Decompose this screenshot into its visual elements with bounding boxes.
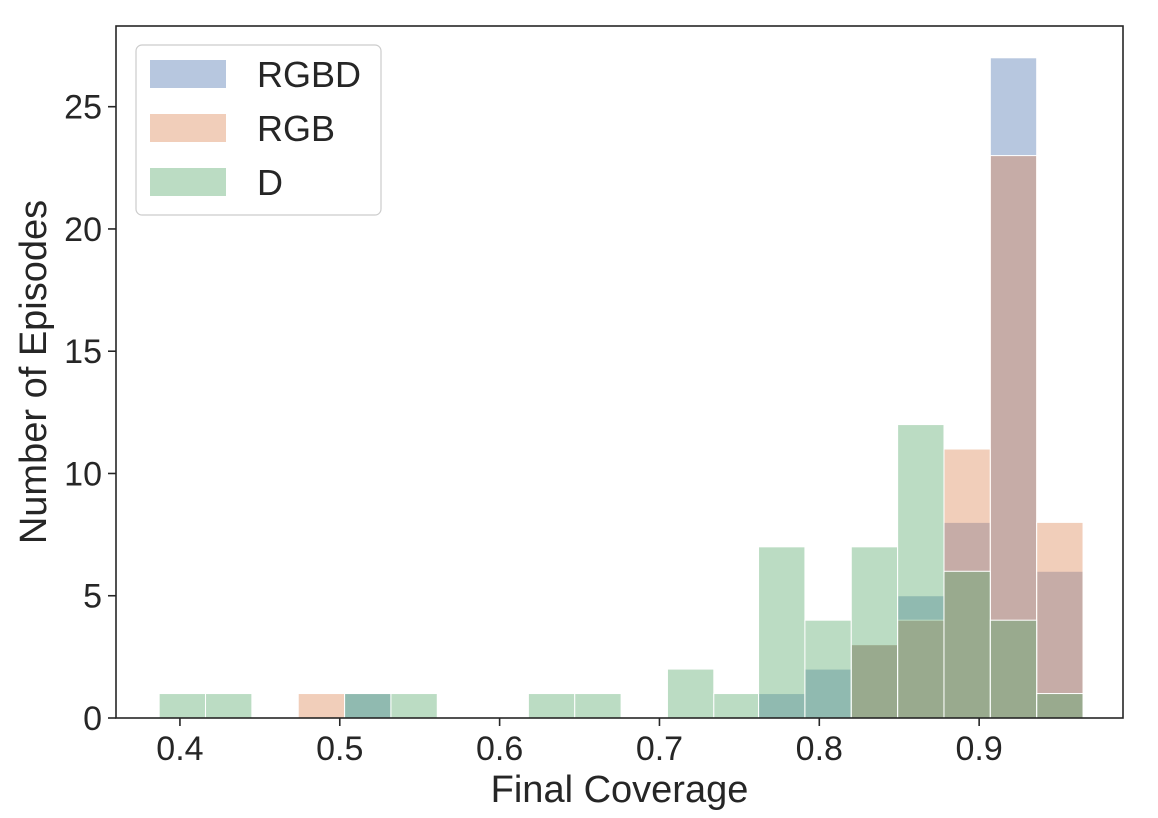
bars-layer [158, 57, 1084, 719]
legend-swatch-rgbd [150, 60, 226, 88]
x-tick-label: 0.8 [796, 730, 843, 768]
bar-rgb-1 [850, 644, 899, 719]
bar-d-5 [574, 693, 622, 719]
x-tick-label: 0.4 [156, 730, 203, 768]
legend-swatch-rgb [150, 114, 226, 142]
legend-box [135, 44, 382, 216]
bar-d-12 [943, 570, 991, 719]
bar-d-3 [390, 693, 438, 719]
bar-rgbd-1 [758, 693, 806, 719]
plot-frame [115, 25, 1124, 719]
legend-label-rgbd: RGBD [257, 54, 361, 95]
bar-d-1 [205, 693, 253, 719]
x-tick-label: 0.6 [476, 730, 523, 768]
x-axis-ticks: 0.4 0.5 0.6 0.7 0.8 0.9 [156, 718, 1003, 768]
y-tick-label: 5 [83, 578, 102, 616]
bar-d-10 [850, 546, 899, 719]
bar-d-13 [989, 619, 1038, 719]
y-axis-label: Number of Episodes [13, 200, 55, 544]
bar-d-4 [527, 693, 576, 719]
y-tick-label: 0 [83, 700, 102, 738]
x-axis-label: Final Coverage [491, 769, 749, 811]
bar-rgb-4 [989, 155, 1038, 719]
y-tick-label: 20 [64, 211, 102, 249]
bar-d-14 [1036, 693, 1084, 719]
y-tick-label: 25 [64, 89, 102, 127]
legend-swatch-d [150, 168, 226, 196]
bar-d-0 [158, 693, 207, 719]
bar-rgbd-5 [943, 521, 991, 719]
bar-d-11 [897, 424, 945, 719]
bar-d-7 [713, 693, 760, 719]
bar-rgb-5 [1036, 521, 1084, 719]
x-tick-label: 0.5 [316, 730, 363, 768]
legend-label-d: D [257, 162, 283, 203]
bar-rgbd-2 [804, 668, 852, 719]
bar-d-6 [666, 668, 715, 719]
bar-d-9 [804, 619, 852, 719]
bar-d-2 [344, 693, 392, 719]
bar-d-8 [758, 546, 806, 719]
y-tick-label: 15 [64, 333, 102, 371]
y-axis-ticks: 0 5 10 15 20 25 [64, 89, 116, 738]
bar-rgb-3 [943, 448, 991, 719]
bar-rgb-0 [297, 693, 346, 719]
y-tick-label: 10 [64, 455, 102, 493]
x-tick-label: 0.9 [956, 730, 1003, 768]
legend-label-rgb: RGB [257, 108, 335, 149]
x-tick-label: 0.7 [636, 730, 683, 768]
